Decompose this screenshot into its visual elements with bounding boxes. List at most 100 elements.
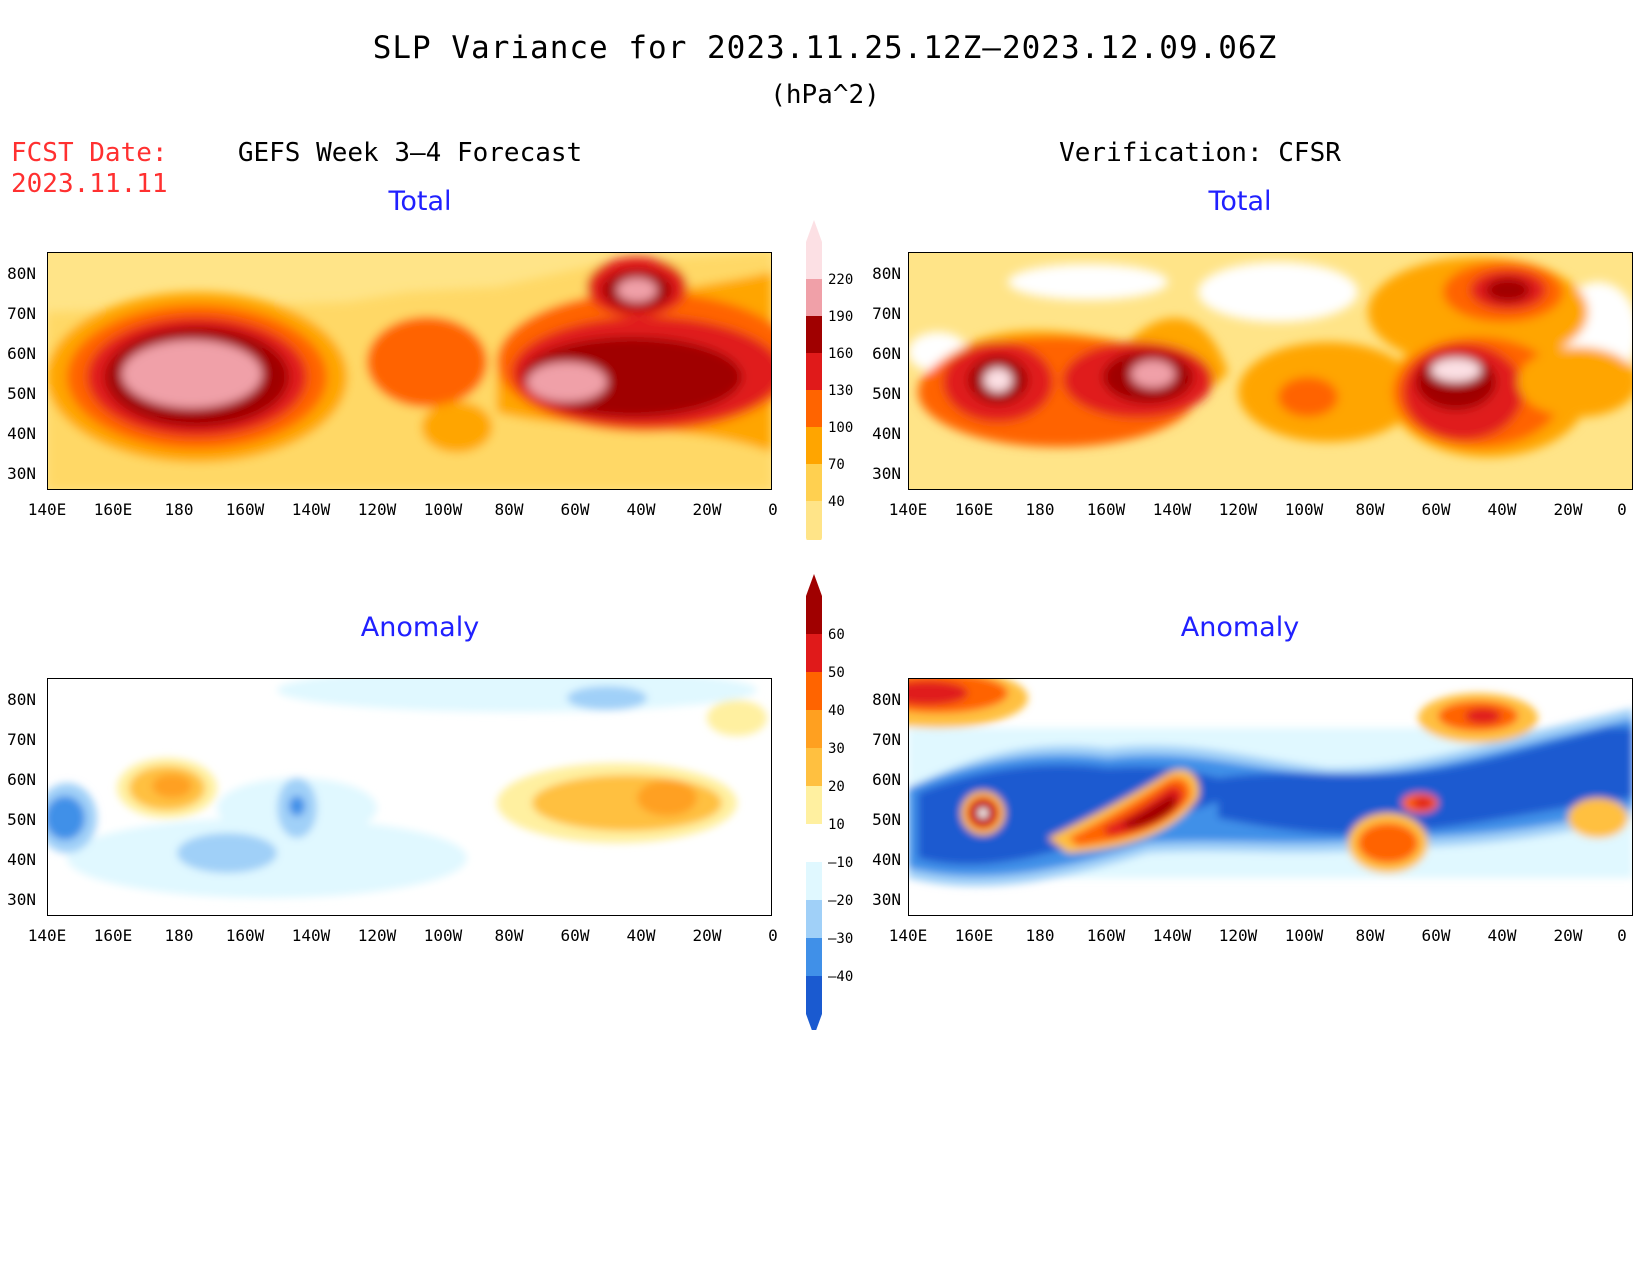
colorbar-anomaly-tick-label: 50 bbox=[828, 665, 845, 681]
panel-title-top-left: Total bbox=[388, 186, 452, 217]
colorbar-anomaly-swatch bbox=[806, 596, 822, 634]
units-label: (hPa^2) bbox=[770, 80, 880, 110]
lon-label: 80W bbox=[494, 926, 524, 945]
lon-label: 40W bbox=[626, 926, 656, 945]
colorbar-total-tick-label: 100 bbox=[828, 420, 853, 436]
colorbar-anomaly-swatch bbox=[806, 748, 822, 786]
colorbar-anomaly-swatch bbox=[806, 710, 822, 748]
colorbar-anomaly-tick-label: –40 bbox=[828, 969, 853, 985]
lat-label: 70N bbox=[872, 730, 901, 749]
colorbar-anomaly-top-arrow bbox=[806, 574, 822, 596]
colorbar-anomaly-tick-label: 10 bbox=[828, 817, 845, 833]
lat-label: 50N bbox=[7, 384, 36, 403]
lat-label: 40N bbox=[7, 850, 36, 869]
colorbar-total-swatch bbox=[806, 279, 822, 316]
lat-label: 80N bbox=[872, 264, 901, 283]
lon-label: 40W bbox=[1487, 926, 1517, 945]
colorbar-anomaly-swatch bbox=[806, 824, 822, 862]
colorbar-total-swatch bbox=[806, 316, 822, 353]
lon-label: 140W bbox=[291, 926, 331, 945]
lon-label: 180 bbox=[164, 926, 194, 945]
lon-label: 20W bbox=[692, 500, 722, 519]
lat-label: 50N bbox=[7, 810, 36, 829]
lat-label: 70N bbox=[7, 304, 36, 323]
colorbar-anomaly-swatch bbox=[806, 938, 822, 976]
lon-label: 0 bbox=[1617, 926, 1627, 945]
lon-label: 140W bbox=[291, 500, 331, 519]
colorbar-total-swatch bbox=[806, 390, 822, 427]
panel-title-bottom-right: Anomaly bbox=[1180, 612, 1300, 643]
colorbar-total-top-arrow bbox=[806, 220, 822, 242]
lon-label: 60W bbox=[1421, 926, 1451, 945]
lon-label: 160E bbox=[93, 500, 133, 519]
lon-label: 80W bbox=[1355, 926, 1385, 945]
lon-label: 20W bbox=[1553, 500, 1583, 519]
lon-label: 80W bbox=[1355, 500, 1385, 519]
colorbar-total-swatch bbox=[806, 501, 822, 538]
map-verification-anomaly bbox=[908, 678, 1633, 916]
lat-label: 60N bbox=[872, 344, 901, 363]
lat-label: 40N bbox=[872, 850, 901, 869]
lon-label: 160W bbox=[1086, 500, 1126, 519]
colorbar-anomaly-tick-label: 30 bbox=[828, 741, 845, 757]
colorbar-total-tick-label: 160 bbox=[828, 346, 853, 362]
colorbar-total-tick-label: 130 bbox=[828, 383, 853, 399]
colorbar-total-swatch bbox=[806, 242, 822, 279]
lon-label: 120W bbox=[357, 500, 397, 519]
lon-label: 140W bbox=[1152, 500, 1192, 519]
colorbar-anomaly-tick-label: 20 bbox=[828, 779, 845, 795]
colorbar-anomaly-tick-label: –30 bbox=[828, 931, 853, 947]
lon-label: 120W bbox=[1218, 500, 1258, 519]
forecast-date-label: FCST Date: bbox=[11, 138, 168, 168]
lon-label: 0 bbox=[768, 500, 778, 519]
lon-label: 160W bbox=[1086, 926, 1126, 945]
lon-label: 0 bbox=[1617, 500, 1627, 519]
colorbar-total-tick-label: 70 bbox=[828, 457, 845, 473]
lon-label: 140E bbox=[27, 500, 67, 519]
colorbar-anomaly-tick-label: –20 bbox=[828, 893, 853, 909]
lat-label: 30N bbox=[872, 890, 901, 909]
lon-label: 100W bbox=[423, 926, 463, 945]
lat-label: 30N bbox=[7, 890, 36, 909]
lat-label: 80N bbox=[7, 264, 36, 283]
colorbar-total-swatch bbox=[806, 427, 822, 464]
lon-label: 80W bbox=[494, 500, 524, 519]
lat-label: 30N bbox=[872, 464, 901, 483]
colorbar-total-swatch bbox=[806, 464, 822, 501]
map-verification-total bbox=[908, 252, 1633, 490]
lon-label: 0 bbox=[768, 926, 778, 945]
lat-label: 60N bbox=[7, 770, 36, 789]
lon-label: 40W bbox=[626, 500, 656, 519]
colorbar-total-tick-label: 40 bbox=[828, 494, 845, 510]
lat-label: 70N bbox=[872, 304, 901, 323]
lon-label: 60W bbox=[560, 926, 590, 945]
lat-label: 60N bbox=[7, 344, 36, 363]
lon-label: 180 bbox=[164, 500, 194, 519]
lat-label: 40N bbox=[872, 424, 901, 443]
lon-label: 160E bbox=[954, 926, 994, 945]
colorbar-anomaly: 60 50 40 30 20 10 –10 –20 –30 –40 bbox=[806, 574, 853, 1030]
colorbar-anomaly-bottom-arrow bbox=[806, 1014, 822, 1030]
left-column-title: GEFS Week 3–4 Forecast bbox=[237, 138, 583, 168]
lon-label: 160W bbox=[225, 500, 265, 519]
lon-label: 20W bbox=[692, 926, 722, 945]
lon-label: 100W bbox=[1284, 926, 1324, 945]
right-column-title: Verification: CFSR bbox=[1059, 138, 1341, 168]
colorbar-anomaly-swatch bbox=[806, 634, 822, 672]
colorbar-total: 220 190 160 130 100 70 40 bbox=[806, 220, 853, 540]
lat-label: 70N bbox=[7, 730, 36, 749]
lon-label: 60W bbox=[560, 500, 590, 519]
colorbar-total-bottom-arrow bbox=[806, 538, 822, 540]
colorbar-anomaly-swatch bbox=[806, 900, 822, 938]
lat-label: 60N bbox=[872, 770, 901, 789]
map-forecast-anomaly bbox=[47, 678, 772, 916]
lon-label: 180 bbox=[1025, 926, 1055, 945]
forecast-date-value: 2023.11.11 bbox=[11, 169, 168, 199]
lon-label: 120W bbox=[357, 926, 397, 945]
lon-label: 140E bbox=[888, 500, 928, 519]
colorbar-total-tick-label: 220 bbox=[828, 272, 853, 288]
lat-label: 30N bbox=[7, 464, 36, 483]
colorbar-anomaly-tick-label: –10 bbox=[828, 855, 853, 871]
colorbar-anomaly-swatch bbox=[806, 862, 822, 900]
main-title: SLP Variance for 2023.11.25.12Z–2023.12.… bbox=[372, 30, 1278, 66]
